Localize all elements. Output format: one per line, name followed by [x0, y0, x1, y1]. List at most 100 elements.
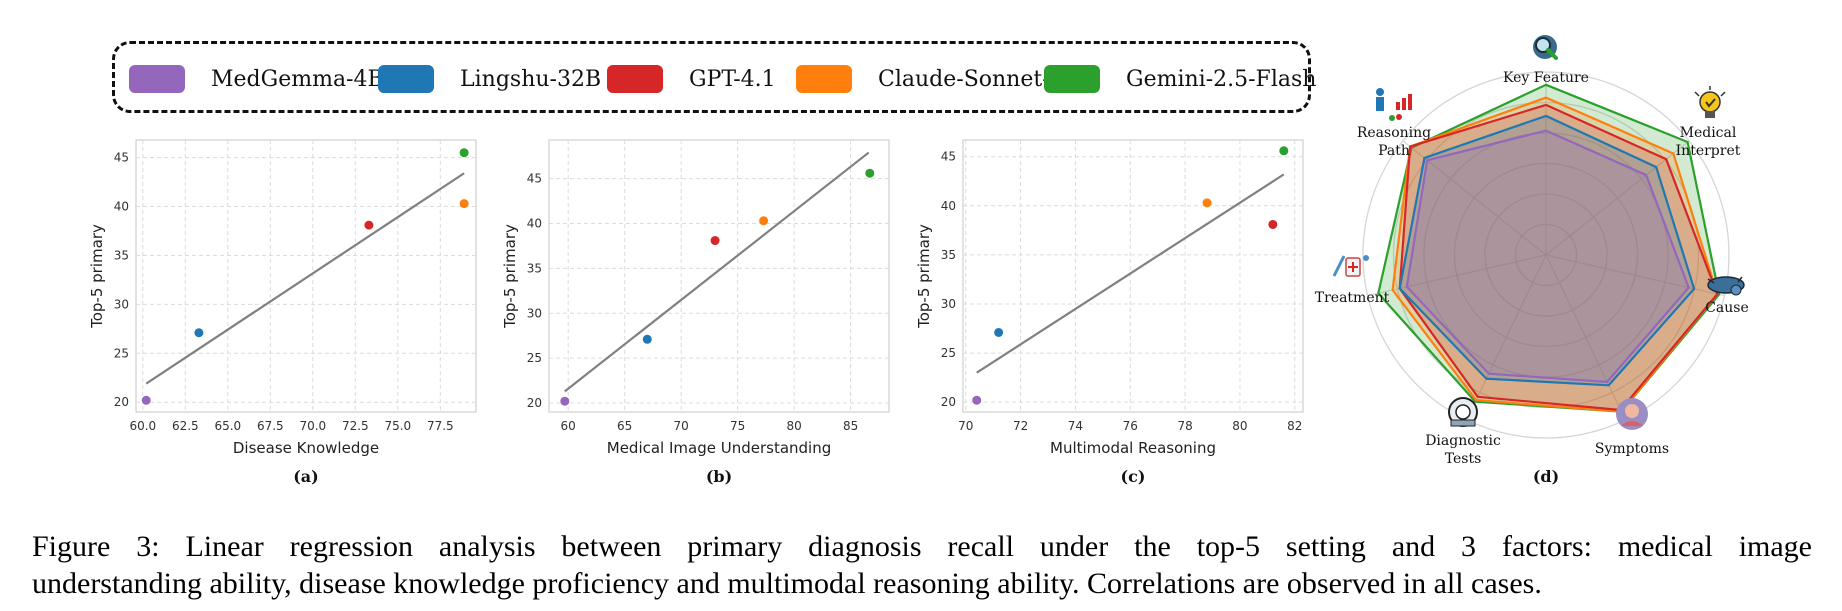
y-tick-label: 30: [527, 306, 542, 320]
y-axis-label: Top-5 primary: [88, 224, 106, 329]
x-tick-label: 80: [1232, 419, 1247, 433]
y-tick-label: 35: [941, 248, 956, 262]
radar-spoke: [1466, 254, 1547, 421]
axis-label-key-feature: Key Feature: [1503, 70, 1589, 86]
y-tick-label: 35: [527, 261, 542, 275]
panel-label-b: (b): [706, 467, 732, 486]
legend-item-gpt: GPT-4.1: [607, 64, 776, 94]
scatter-panel-b: 60 65 70 75 80 85 20 25 30 35 40 45 Medical Image …: [501, 139, 890, 486]
x-tick-label: 75: [730, 419, 745, 433]
y-tick-labels: 20 25 30 35 40 45: [114, 151, 129, 410]
y-tick-label: 45: [941, 150, 956, 164]
radar-series-polygon: [1398, 103, 1719, 412]
data-point: [1279, 146, 1289, 156]
y-tick-label: 45: [114, 151, 129, 165]
data-point: [1202, 198, 1212, 208]
x-tick-label: 62.5: [172, 419, 199, 433]
gridlines: [136, 140, 476, 412]
data-points: [560, 168, 875, 406]
regression-line: [976, 173, 1285, 374]
x-tick-labels: 60 65 70 75 80 85: [561, 419, 859, 433]
legend-swatch: [607, 65, 663, 93]
regression-line: [145, 172, 465, 385]
scatter-panel-c: 70 72 74 76 78 80 82 20 25 30 35 40 45 Multimodal R…: [915, 139, 1304, 486]
plot-area: [962, 139, 1304, 413]
x-tick-labels: 70 72 74 76 78 80 82: [958, 419, 1302, 433]
axis-label-symptoms: Symptoms: [1595, 441, 1669, 457]
legend-label: Gemini-2.5-Flash: [1126, 66, 1317, 92]
data-point: [994, 327, 1004, 337]
y-tick-label: 20: [527, 396, 542, 410]
figure-charts: 60.0 62.5 65.0 67.5 70.0 72.5 75.0 77.5 20 25 30 3…: [88, 35, 1749, 486]
legend-item-gemini: Gemini-2.5-Flash: [1044, 64, 1316, 94]
radar-series-polygon: [1398, 114, 1696, 387]
magnifier-icon: [1533, 35, 1558, 60]
y-tick-label: 25: [941, 346, 956, 360]
y-tick-label: 45: [527, 172, 542, 186]
panel-label-c: (c): [1121, 467, 1146, 486]
scatter-panel-a: 60.0 62.5 65.0 67.5 70.0 72.5 75.0 77.5 20 25 30 3…: [88, 139, 477, 486]
y-tick-label: 30: [114, 297, 129, 311]
radar-chart: Key Feature Medical Interpret Cause Symp…: [1315, 35, 1749, 486]
virus-icon: [1707, 276, 1745, 296]
reasoning-chart-icon: [1376, 88, 1412, 121]
x-tick-label: 72.5: [342, 419, 369, 433]
data-point: [972, 395, 982, 405]
x-tick-label: 76: [1123, 419, 1138, 433]
axis-label-reasoning-path-1: Reasoning: [1357, 125, 1431, 141]
panel-label-a: (a): [293, 467, 319, 486]
data-point: [560, 396, 570, 406]
y-tick-label: 20: [114, 395, 129, 409]
x-tick-label: 78: [1177, 419, 1192, 433]
x-axis-label: Medical Image Understanding: [607, 439, 832, 457]
data-point: [1268, 219, 1278, 229]
caption-line-1: Figure 3: Linear regression analysis bet…: [32, 530, 1812, 563]
legend-label: GPT-4.1: [689, 66, 776, 92]
y-tick-label: 40: [114, 200, 129, 214]
data-point: [710, 236, 720, 246]
x-tick-label: 65: [617, 419, 632, 433]
caption-line-2: understanding ability, disease knowledge…: [32, 567, 1542, 600]
data-point: [459, 148, 469, 158]
radar-series-polygon: [1391, 96, 1719, 413]
gridlines: [963, 140, 1303, 412]
data-point: [865, 168, 875, 178]
legend-item-claude: Claude-Sonnet-4: [796, 64, 1064, 94]
x-tick-label: 67.5: [257, 419, 284, 433]
legend-label: MedGemma-4B: [211, 66, 384, 92]
legend-swatch: [1044, 65, 1100, 93]
x-tick-label: 72: [1013, 419, 1028, 433]
panel-label-d: (d): [1533, 467, 1559, 486]
legend: MedGemma-4B Lingshu-32B GPT-4.1 Claude-S…: [112, 41, 1316, 113]
x-tick-label: 85: [843, 419, 858, 433]
legend-item-lingshu: Lingshu-32B: [378, 64, 601, 94]
figure-caption: Figure 3: Linear regression analysis bet…: [32, 528, 1812, 602]
y-tick-label: 25: [114, 346, 129, 360]
x-tick-label: 65.0: [214, 419, 241, 433]
x-tick-labels: 60.0 62.5 65.0 67.5 70.0 72.5 75.0 77.5: [129, 419, 453, 433]
axis-label-reasoning-path-2: Path: [1378, 143, 1410, 159]
radar-spoke: [1545, 254, 1626, 421]
x-tick-label: 70: [674, 419, 689, 433]
y-axis-label: Top-5 primary: [915, 224, 933, 329]
y-axis-label: Top-5 primary: [501, 224, 519, 329]
y-tick-label: 40: [527, 216, 542, 230]
legend-swatch: [378, 65, 434, 93]
x-tick-label: 60: [561, 419, 576, 433]
x-tick-label: 80: [786, 419, 801, 433]
legend-swatch: [129, 65, 185, 93]
axis-label-treatment: Treatment: [1315, 290, 1390, 306]
legend-label: Lingshu-32B: [460, 66, 602, 92]
data-point: [759, 216, 769, 226]
x-tick-label: 77.5: [427, 419, 454, 433]
axis-label-cause: Cause: [1705, 300, 1749, 316]
legend-label: Claude-Sonnet-4: [878, 66, 1064, 92]
data-points: [972, 146, 1289, 405]
regression-line: [564, 151, 870, 393]
y-tick-label: 40: [941, 199, 956, 213]
x-tick-label: 60.0: [129, 419, 156, 433]
x-axis-label: Disease Knowledge: [233, 439, 379, 457]
data-point: [364, 220, 374, 230]
person-icon: [1616, 398, 1648, 430]
data-point: [459, 199, 469, 209]
